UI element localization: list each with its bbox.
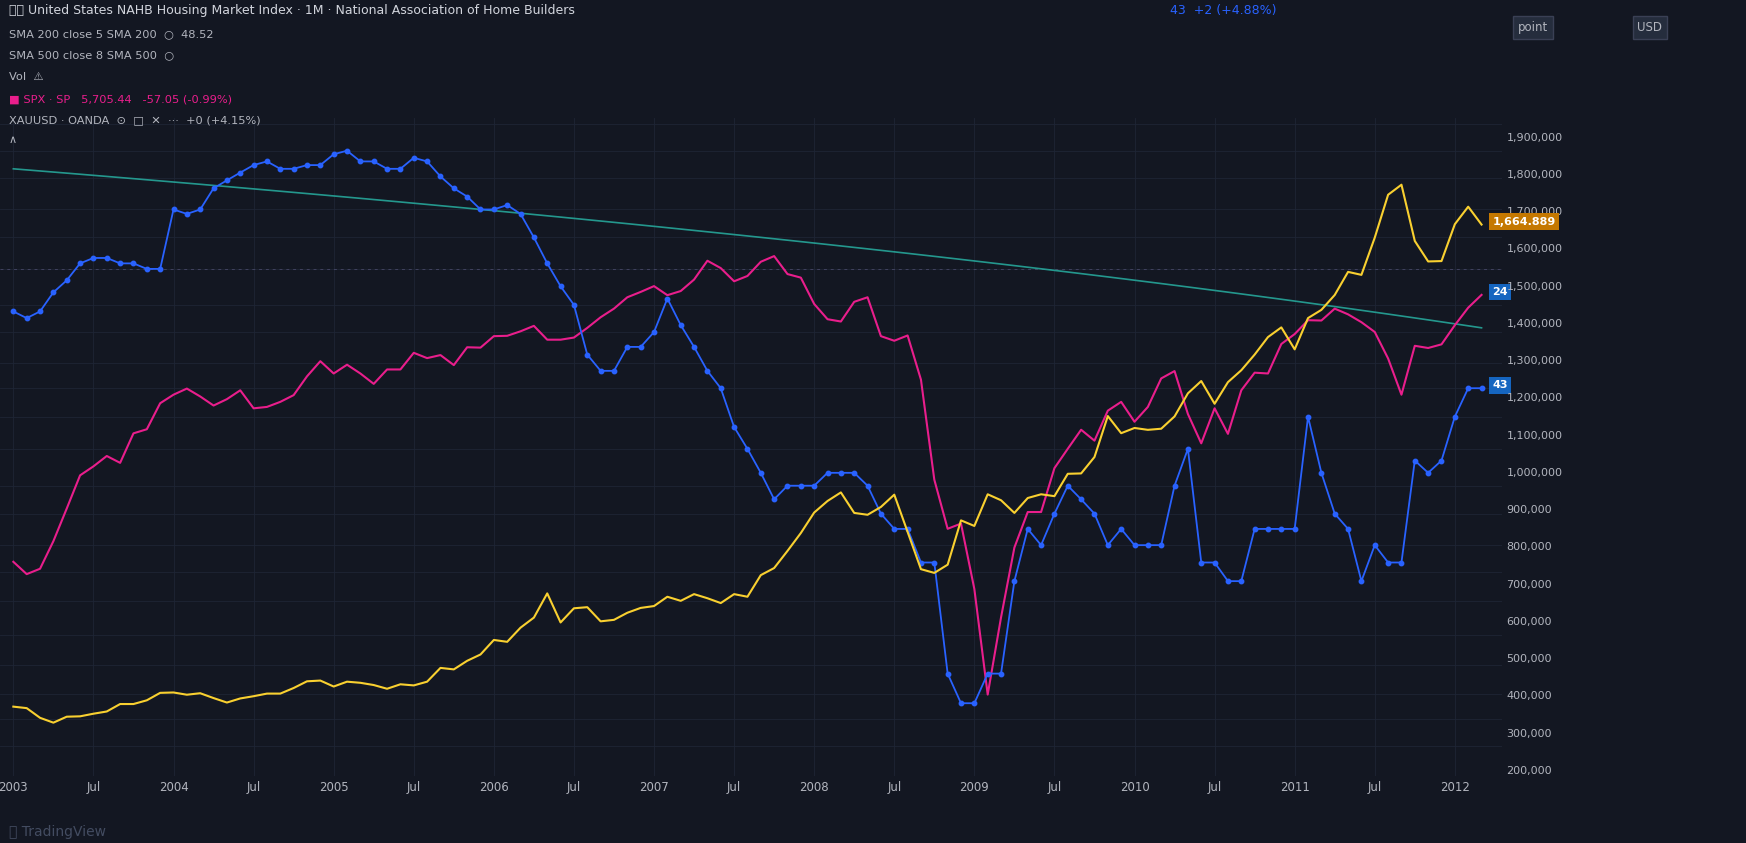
Text: SMA 200 close 5 SMA 200  ○  48.52: SMA 200 close 5 SMA 200 ○ 48.52 xyxy=(9,30,213,40)
Text: point: point xyxy=(1517,21,1549,34)
Text: 24: 24 xyxy=(1493,287,1509,297)
Text: Vol  ⚠: Vol ⚠ xyxy=(9,72,44,82)
Text: 43  +2 (+4.88%): 43 +2 (+4.88%) xyxy=(1170,4,1276,17)
Text: USD: USD xyxy=(1638,21,1662,34)
Text: ∧: ∧ xyxy=(9,135,17,145)
Text: ■ SPX · SP   5,705.44   -57.05 (-0.99%): ■ SPX · SP 5,705.44 -57.05 (-0.99%) xyxy=(9,94,232,105)
Text: 1,664.889: 1,664.889 xyxy=(1493,217,1556,227)
Text: 🇺🇸 United States NAHB Housing Market Index · 1M · National Association of Home B: 🇺🇸 United States NAHB Housing Market Ind… xyxy=(9,4,574,17)
Text: 43: 43 xyxy=(1493,380,1509,390)
Text: XAUUSD · OANDA  ⊙  □  ✕  ···  +0 (+4.15%): XAUUSD · OANDA ⊙ □ ✕ ··· +0 (+4.15%) xyxy=(9,115,260,126)
Text: SMA 500 close 8 SMA 500  ○: SMA 500 close 8 SMA 500 ○ xyxy=(9,51,175,61)
Text: 📊 TradingView: 📊 TradingView xyxy=(9,824,107,839)
